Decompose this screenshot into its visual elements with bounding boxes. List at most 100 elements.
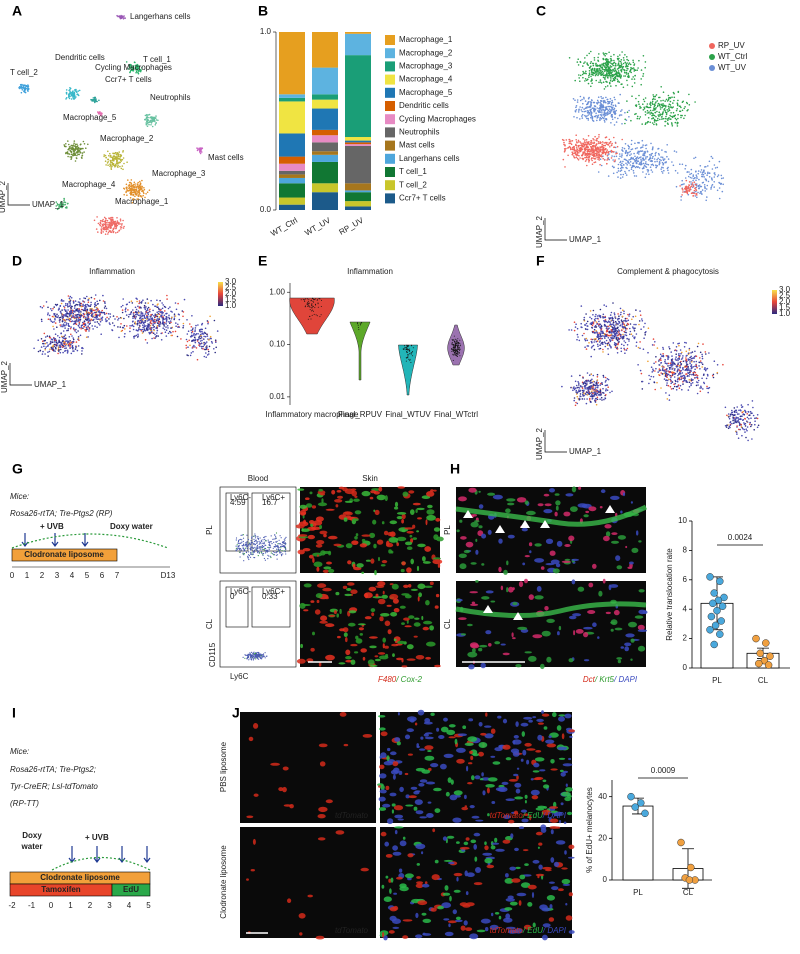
umap-point [137,187,140,189]
umap-point [623,147,626,150]
umap-point [58,204,61,206]
umap-point [627,74,630,76]
umap-point [74,160,77,162]
umap-point [98,112,100,114]
umap-point [647,117,650,119]
umap-point [581,117,584,119]
umap-point [214,351,216,354]
umap-point [140,307,142,309]
umap-point [613,324,615,327]
umap-point [605,118,608,120]
umap-point [602,72,605,74]
umap-point [606,141,608,144]
umap-point [624,329,627,331]
umap-point [585,158,588,161]
umap-point [620,169,623,171]
umap-point [151,318,154,321]
umap-point [692,371,695,374]
umap-point [693,177,695,180]
umap-point [103,155,105,158]
umap-point [596,317,599,320]
umap-point [699,165,702,167]
umap-point [608,81,611,84]
umap-point [693,189,696,192]
umap-point [652,368,654,371]
umap-point [161,302,163,304]
umap-point [611,99,613,102]
umap-point [68,89,70,92]
umap-point [623,75,625,77]
umap-point [689,176,692,179]
umap-point [116,217,118,219]
umap-point [208,345,211,348]
umap-point [617,170,620,172]
umap-point [73,152,76,155]
umap-point [55,205,58,207]
umap-point [130,66,133,69]
umap-point [682,191,684,193]
umap-point [75,323,78,326]
umap-point [59,202,62,205]
umap-point [587,149,589,151]
umap-point [55,348,57,350]
umap-point [42,350,44,353]
umap-point [676,380,679,383]
umap-point [77,93,79,96]
umap-point [138,325,141,327]
umap-point [592,330,595,333]
umap-point [139,192,141,195]
umap-point [596,154,598,157]
umap-point [44,336,47,338]
umap-point [56,342,59,345]
umap-point [687,109,689,111]
umap-point [685,350,688,353]
umap-point [625,174,628,176]
umap-point [607,337,610,339]
umap-point [685,179,688,182]
umap-point [205,341,208,343]
umap-point [629,330,632,333]
umap-point [641,123,643,125]
umap-point [608,102,610,104]
umap-point [70,93,73,96]
umap-point [576,61,579,63]
umap-point [598,107,600,110]
umap-point [126,186,128,189]
umap-point [594,155,596,157]
umap-point [159,323,161,326]
umap-point [148,121,151,124]
umap-point [588,156,590,158]
umap-point [597,96,600,98]
umap-point [157,335,159,337]
umap-point [646,156,649,158]
umap-point [597,171,600,173]
umap-point [580,322,582,325]
umap-point [720,177,723,180]
umap-point [687,175,690,178]
umap-point [599,340,601,342]
umap-point [645,106,647,108]
umap-point [601,141,604,143]
umap-point [604,52,606,55]
umap-point [668,107,670,110]
umap-point [577,139,580,142]
umap-point [118,151,120,153]
umap-point [128,189,130,192]
umap-point [124,333,126,335]
umap-point [623,312,625,315]
umap-point [602,313,605,316]
umap-point [587,82,590,85]
umap-point [107,222,109,224]
umap-point [599,106,601,109]
umap-point [68,97,71,100]
umap-point [621,147,624,149]
umap-point [664,161,666,164]
umap-point [101,317,103,320]
umap-point [75,346,77,349]
umap-point [60,302,63,305]
umap-point [644,114,647,116]
umap-point [75,147,77,149]
umap-point [144,339,147,341]
umap-point [599,64,601,66]
umap-point [595,102,598,104]
